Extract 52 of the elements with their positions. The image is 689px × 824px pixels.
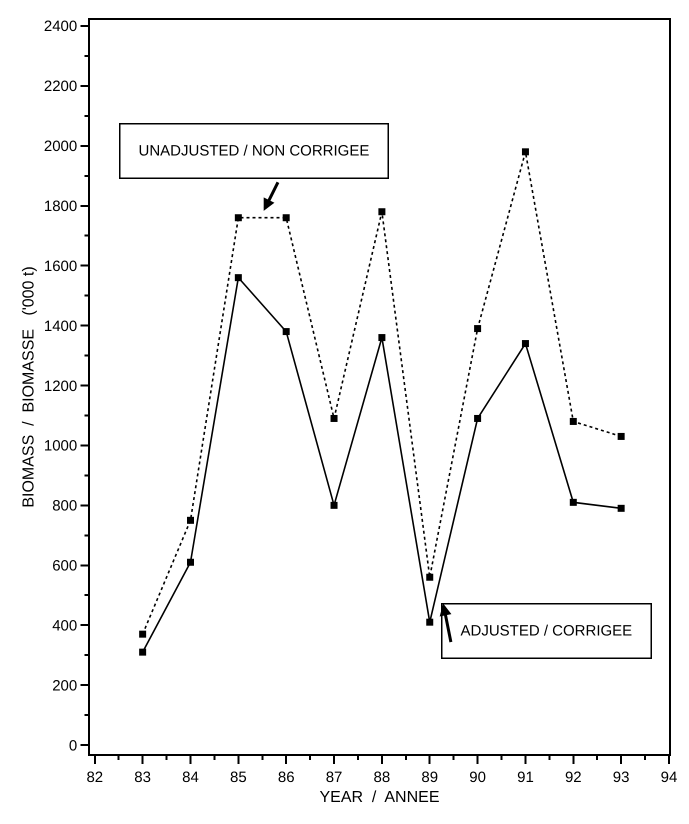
- point: [522, 340, 529, 348]
- x-tick-label: 87: [326, 768, 342, 786]
- point: [426, 574, 434, 581]
- x-tick-label: 82: [86, 768, 104, 786]
- x-tick-label: 85: [230, 768, 247, 786]
- point: [186, 516, 194, 524]
- point: [522, 148, 529, 156]
- x-tick-label: 91: [517, 768, 534, 786]
- point: [282, 328, 290, 336]
- y-tick-label: 1000: [44, 438, 78, 455]
- y-tick-label: 400: [52, 617, 78, 634]
- y-tick-label: 1200: [44, 378, 78, 395]
- x-tick-label: 86: [278, 768, 295, 786]
- x-axis-title: YEAR / ANNEE: [319, 788, 440, 806]
- y-tick-label: 2200: [44, 78, 78, 96]
- point: [330, 414, 338, 422]
- y-tick-label: 600: [52, 558, 78, 575]
- point: [378, 334, 386, 342]
- x-tick-label: 89: [421, 768, 438, 786]
- point: [282, 214, 290, 222]
- point: [618, 504, 625, 512]
- y-tick-label: 1600: [44, 258, 78, 275]
- x-tick-label: 90: [469, 768, 486, 786]
- x-tick-label: 94: [660, 768, 678, 786]
- point: [618, 432, 625, 440]
- x-tick-label: 83: [134, 768, 151, 786]
- x-tick-label: 84: [182, 768, 199, 786]
- y-tick-label: 1800: [44, 198, 78, 215]
- x-tick-label: 93: [612, 768, 630, 786]
- y-tick-label: 2000: [44, 138, 78, 156]
- y-tick-label: 0: [68, 737, 78, 754]
- point: [139, 630, 146, 638]
- point: [234, 214, 242, 222]
- point: [186, 558, 194, 566]
- y-tick-label: 800: [52, 498, 78, 515]
- point: [570, 418, 577, 425]
- point: [474, 325, 482, 332]
- point: [330, 502, 338, 509]
- y-tick-label: 200: [52, 677, 78, 694]
- x-tick-label: 88: [374, 768, 390, 786]
- x-tick-label: 92: [564, 768, 582, 786]
- point: [234, 274, 242, 282]
- point: [139, 648, 146, 656]
- point: [378, 208, 386, 216]
- annotation: ADJUSTED / CORRIGEE: [460, 622, 632, 640]
- point: [426, 618, 434, 626]
- annotation: UNADJUSTED / NON CORRIGEE: [138, 142, 370, 160]
- y-axis-title: BIOMASS / BIOMASSE ('000 t): [20, 266, 38, 508]
- y-tick-label: 2400: [44, 18, 78, 36]
- point: [570, 498, 577, 506]
- point: [474, 414, 482, 422]
- y-tick-label: 1400: [44, 318, 78, 335]
